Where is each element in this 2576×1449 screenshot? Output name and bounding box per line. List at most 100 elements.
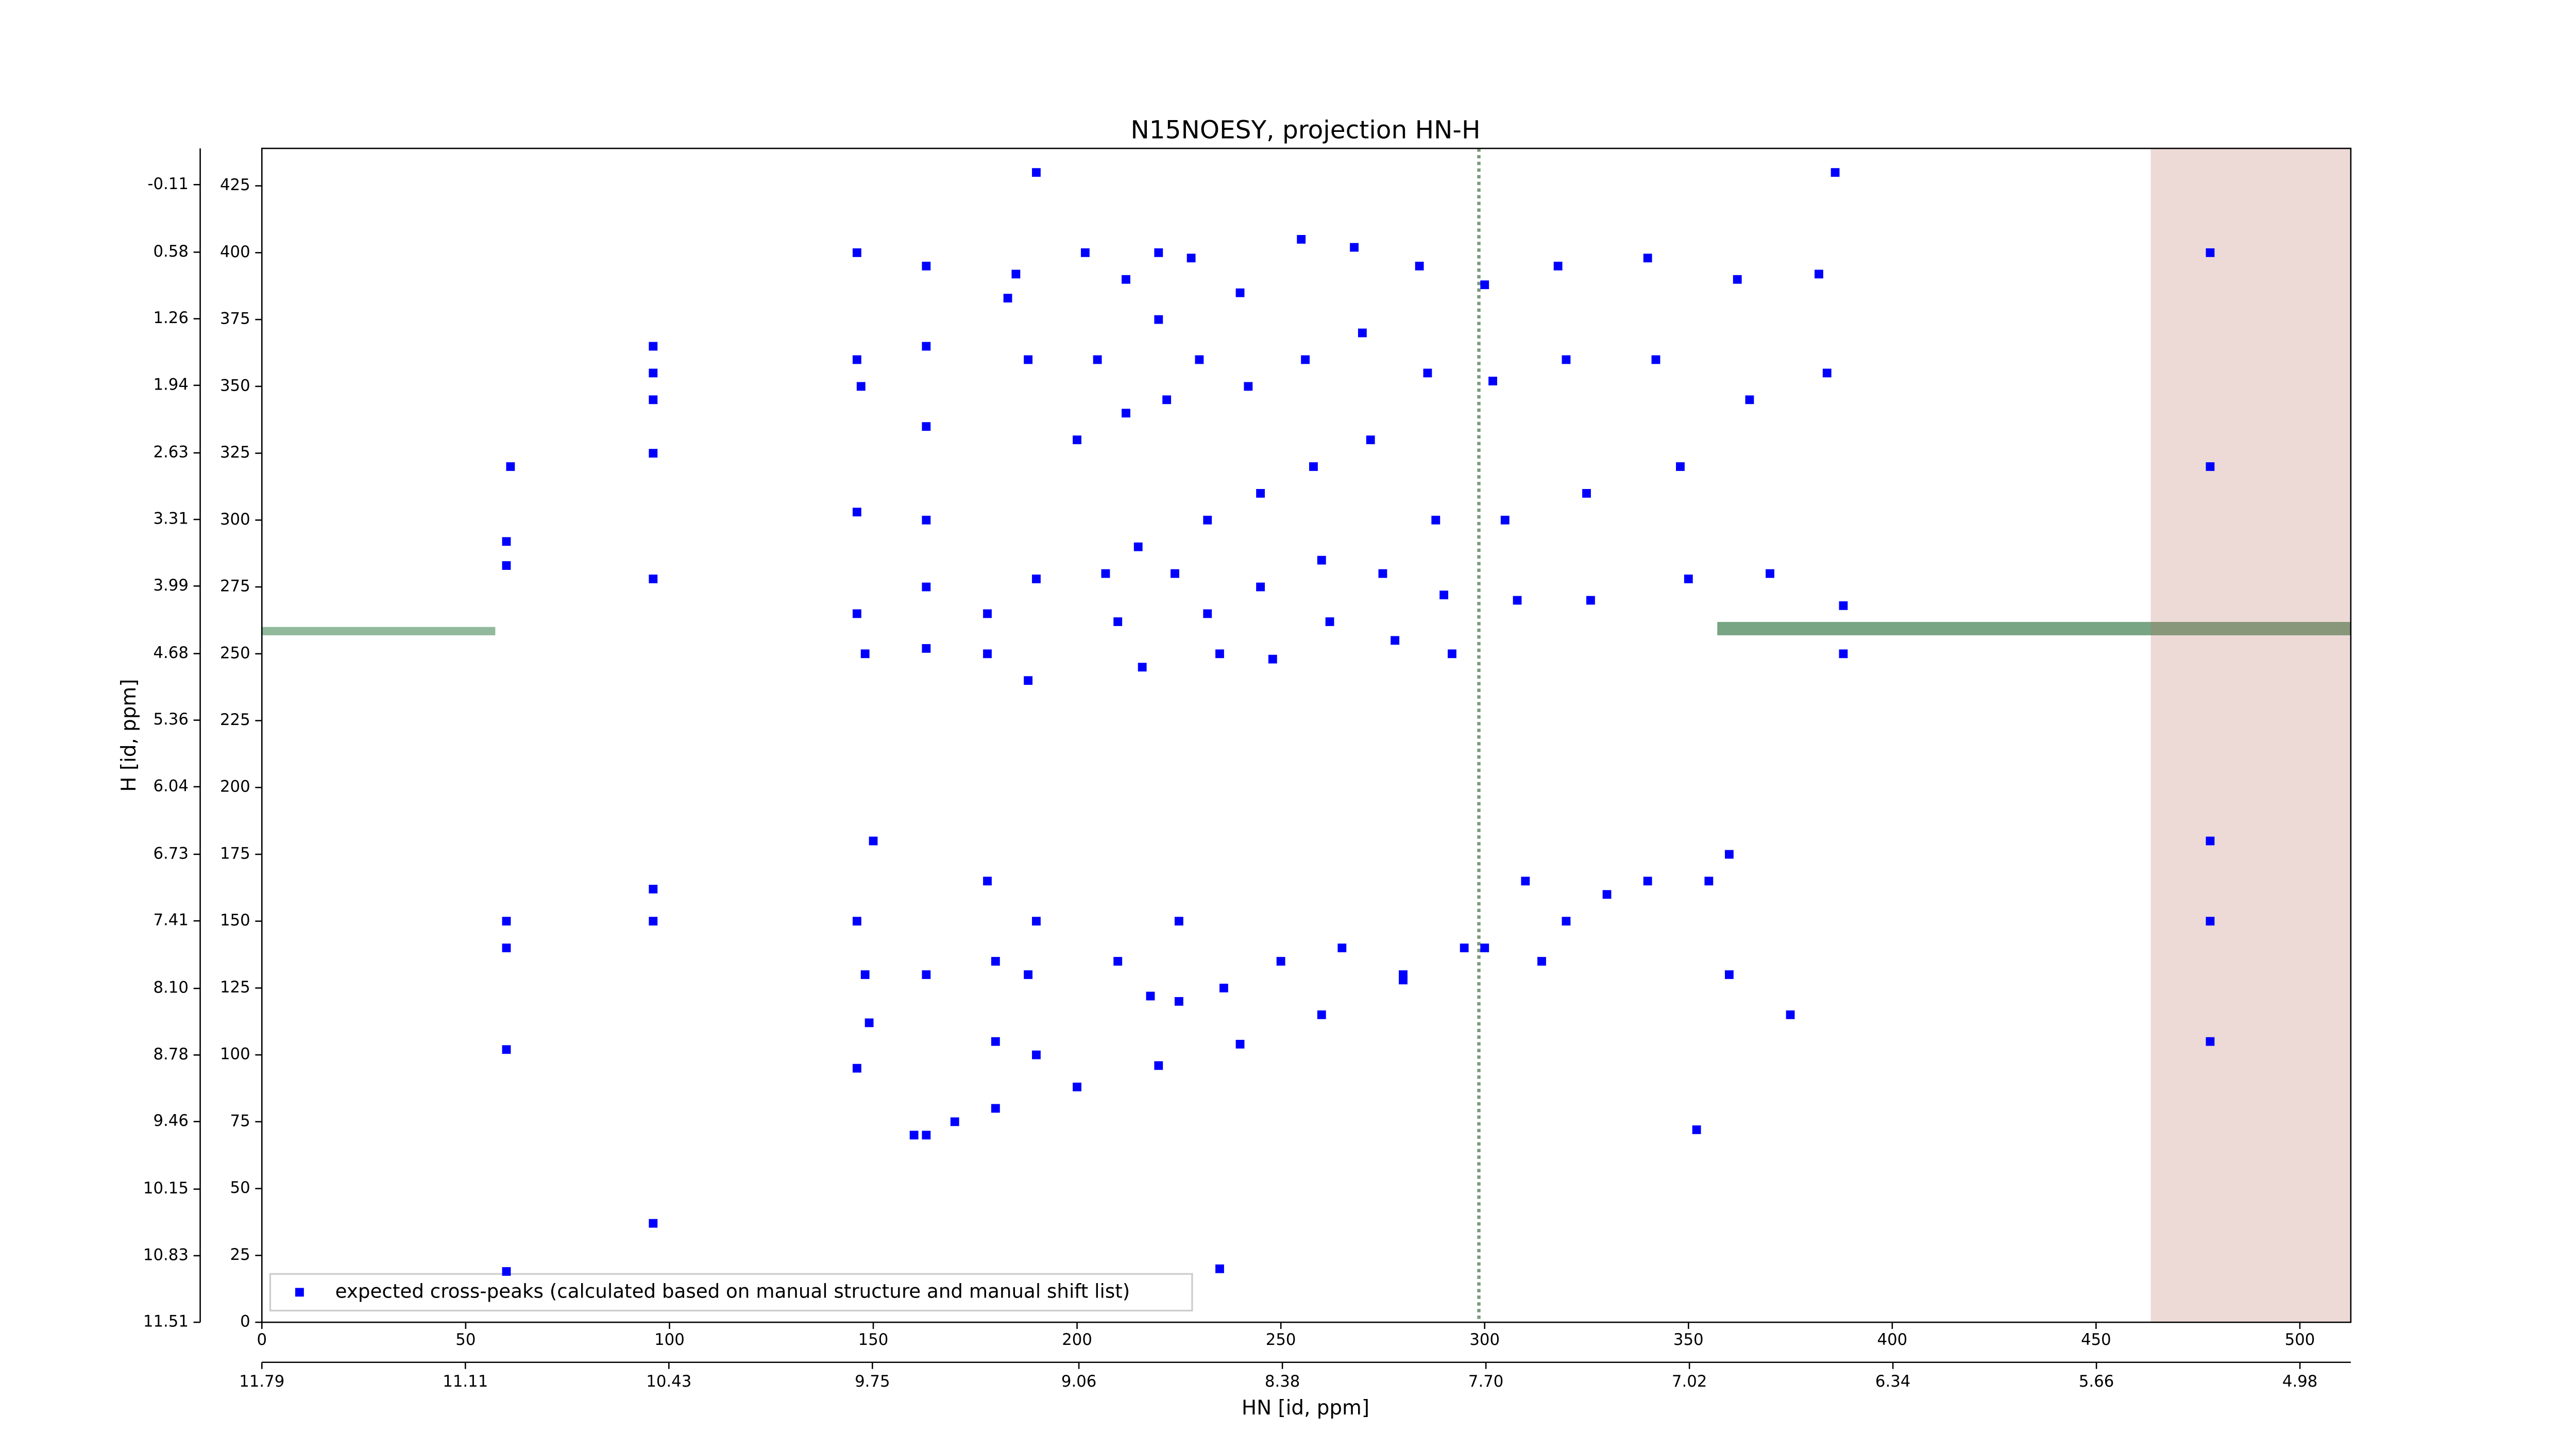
y2-tick-label: 10.83: [143, 1245, 189, 1264]
cross-peak: [1154, 248, 1163, 257]
legend: [269, 1273, 1193, 1312]
y2-tick-label: 1.94: [153, 375, 188, 394]
cross-peak: [1325, 617, 1334, 626]
cross-peak: [922, 261, 931, 271]
y2-tick-label: 2.63: [153, 443, 188, 461]
cross-peak: [1724, 970, 1734, 979]
cross-peak: [1138, 663, 1147, 672]
cross-peak: [1513, 596, 1522, 605]
cross-peak: [922, 1131, 931, 1140]
cross-peak: [1317, 555, 1326, 565]
cross-peak: [1822, 368, 1832, 378]
cross-peak: [1766, 569, 1774, 578]
cross-peak: [1133, 542, 1143, 551]
y-tick-label: 50: [230, 1178, 250, 1197]
cross-peak: [1301, 355, 1310, 364]
cross-peak: [1256, 582, 1265, 592]
cross-peak: [1219, 984, 1228, 992]
cross-peak: [1423, 368, 1432, 378]
cross-peak: [1651, 355, 1660, 364]
cross-peak: [922, 422, 931, 431]
cross-peak: [950, 1117, 959, 1126]
x-tick-label: 400: [1877, 1330, 1908, 1349]
cross-peak: [502, 1045, 511, 1054]
noise-region: [2150, 148, 2351, 1323]
cross-peak: [1480, 280, 1489, 290]
cross-peak: [1733, 275, 1742, 284]
cross-peak: [649, 395, 658, 405]
cross-peak: [1003, 294, 1012, 303]
x-tick-label: 250: [1266, 1330, 1296, 1349]
y-tick-label: 100: [220, 1045, 250, 1064]
cross-peak: [922, 342, 931, 351]
cross-peak: [1215, 649, 1224, 659]
cross-peak: [1187, 254, 1196, 263]
cross-peak: [1011, 269, 1021, 279]
y-tick-label: 0: [240, 1312, 250, 1331]
y2-tick-label: 8.78: [153, 1045, 188, 1064]
cross-peak: [1815, 269, 1823, 279]
cross-peak: [1431, 515, 1440, 525]
cross-peak: [1582, 488, 1591, 498]
y-tick-label: 25: [230, 1245, 250, 1264]
cross-peak: [1073, 435, 1081, 445]
y2-tick-label: 10.15: [143, 1179, 189, 1198]
y2-tick-label: 9.46: [153, 1111, 188, 1130]
cross-peak: [1171, 569, 1179, 578]
y-tick-label: 425: [220, 176, 250, 194]
cross-peak: [1032, 917, 1041, 926]
cross-peak: [649, 885, 658, 894]
cross-peak: [1122, 275, 1130, 284]
cross-peak: [1297, 235, 1306, 244]
y-tick-label: 175: [220, 844, 250, 863]
x-tick-label: 150: [858, 1330, 889, 1349]
cross-peak: [502, 943, 511, 952]
cross-peak: [1786, 1010, 1795, 1019]
cross-peak: [1215, 1264, 1224, 1273]
x-tick-label: 350: [1673, 1330, 1704, 1349]
cross-peak: [1586, 596, 1595, 605]
x2-tick-label: 7.70: [1468, 1372, 1503, 1391]
cross-peak: [1643, 877, 1652, 886]
cross-peak: [1448, 649, 1456, 659]
cross-peak: [1122, 409, 1130, 418]
cross-peak: [649, 575, 658, 583]
plot-frame: [261, 147, 2352, 1323]
cross-peak: [1154, 1061, 1163, 1070]
cross-peak: [502, 537, 511, 546]
cross-peak: [1460, 943, 1469, 952]
cross-peak: [2206, 248, 2215, 257]
y2-tick-label: -0.11: [147, 175, 189, 193]
cross-peak: [1839, 601, 1848, 610]
x2-tick-label: 9.75: [855, 1372, 890, 1391]
y-tick-label: 75: [230, 1111, 250, 1130]
cross-peak: [983, 877, 992, 886]
x-axis-label: HN [id, ppm]: [1242, 1396, 1369, 1420]
cross-peak: [1537, 957, 1546, 966]
cross-peak: [1032, 1050, 1041, 1059]
cross-peak: [922, 644, 931, 653]
cross-peak: [506, 462, 515, 471]
cross-peak: [860, 970, 870, 979]
y-tick-label: 325: [220, 443, 250, 462]
noise-band: [1717, 621, 2351, 635]
x-tick-label: 300: [1469, 1330, 1500, 1349]
cross-peak: [1235, 288, 1245, 297]
cross-peak: [1643, 254, 1652, 263]
cross-peak: [1358, 328, 1367, 338]
cross-peak: [649, 917, 658, 926]
y2-tick-label: 8.10: [153, 979, 188, 997]
cross-peak: [852, 917, 861, 926]
y2-tick-label: 1.26: [153, 309, 188, 327]
y2-tick-label: 0.58: [153, 242, 188, 261]
legend-marker: [295, 1288, 304, 1297]
x2-tick-label: 10.43: [646, 1372, 691, 1391]
cross-peak: [991, 1037, 1000, 1046]
cross-peak: [1378, 569, 1387, 578]
noise-band: [262, 627, 496, 635]
cross-peak: [1093, 355, 1102, 364]
cross-peak: [983, 649, 992, 659]
x2-tick-label: 8.38: [1265, 1372, 1300, 1391]
cross-peak: [1073, 1083, 1081, 1091]
cross-peak: [1256, 488, 1265, 498]
